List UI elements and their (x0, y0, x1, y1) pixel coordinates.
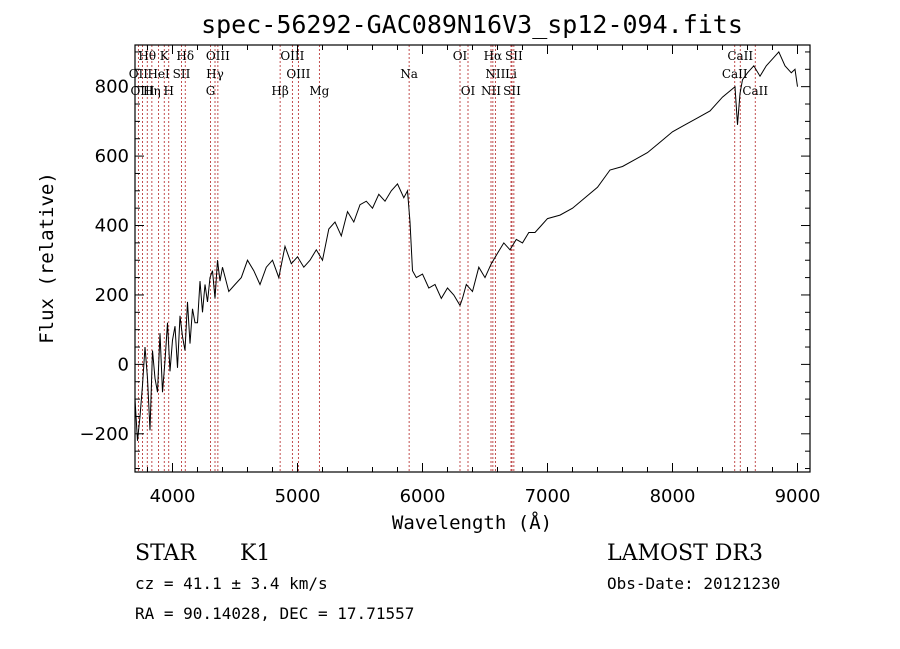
emission-line-label: NII (485, 67, 505, 81)
survey-name: LAMOST DR3 (607, 541, 763, 566)
y-tick-label: 800 (95, 77, 129, 98)
y-axis-label: Flux (relative) (36, 172, 58, 344)
emission-line-label: SII (173, 67, 191, 81)
emission-line-label: OIII (206, 49, 230, 63)
x-tick-label: 5000 (275, 486, 321, 507)
x-axis-label: Wavelength (Å) (392, 511, 552, 534)
spectrum-line (134, 50, 798, 441)
emission-line-label: SII (503, 84, 521, 98)
y-tick-label: 0 (118, 354, 129, 375)
x-axis-ticks: 4000 5000 6000 7000 8000 9000 (147, 45, 821, 507)
emission-line-label: OI (453, 49, 468, 63)
y-tick-label: 600 (95, 146, 129, 167)
emission-line-label: Na (400, 67, 418, 81)
emission-line-label: OIII (280, 49, 304, 63)
emission-line-label: K (160, 49, 170, 63)
emission-line-label: OIII (130, 84, 154, 98)
emission-line-label: Hδ (176, 49, 194, 63)
emission-line-label: Hα (484, 49, 503, 63)
chart-title: spec-56292-GAC089N16V3_sp12-094.fits (201, 10, 743, 39)
x-tick-label: 6000 (400, 486, 446, 507)
x-tick-label: 7000 (525, 486, 571, 507)
y-tick-label: 200 (95, 285, 129, 306)
emission-line-label: Hβ (271, 84, 288, 98)
emission-line-label: HeI (147, 67, 170, 81)
object-class: STAR (135, 541, 197, 566)
emission-line-label: CaII (727, 49, 753, 63)
y-tick-label: 400 (95, 216, 129, 237)
coordinates-text: RA = 90.14028, DEC = 17.71557 (135, 604, 414, 623)
y-tick-label: −200 (80, 424, 129, 445)
observation-date: Obs-Date: 20121230 (607, 574, 780, 593)
emission-line-label: H (164, 84, 174, 98)
x-tick-label: 4000 (150, 486, 196, 507)
redshift-text: cz = 41.1 ± 3.4 km/s (135, 574, 328, 593)
plot-frame (134, 44, 811, 473)
emission-line-label: SII (505, 49, 523, 63)
emission-line-label: CaII (742, 84, 768, 98)
emission-line-label: Hη (143, 84, 161, 98)
emission-line-label: Li (505, 67, 517, 81)
emission-line-label: CaII (722, 67, 748, 81)
x-tick-label: 8000 (650, 486, 696, 507)
emission-line-label: NII (481, 84, 501, 98)
y-axis-ticks: −200 0 200 400 600 800 (80, 51, 810, 470)
emission-line-label: OI (461, 84, 476, 98)
emission-line-label: OIII (286, 67, 310, 81)
emission-line-label: Hθ (138, 49, 156, 63)
spectrum-series (134, 50, 798, 441)
emission-line-label: OII (129, 67, 149, 81)
emission-line-markers (137, 45, 756, 472)
emission-line-label: Mg (309, 84, 329, 98)
emission-line-label: G (206, 84, 216, 98)
object-subclass: K1 (240, 541, 270, 566)
emission-line-label: Hγ (206, 67, 224, 81)
x-tick-label: 9000 (775, 486, 821, 507)
